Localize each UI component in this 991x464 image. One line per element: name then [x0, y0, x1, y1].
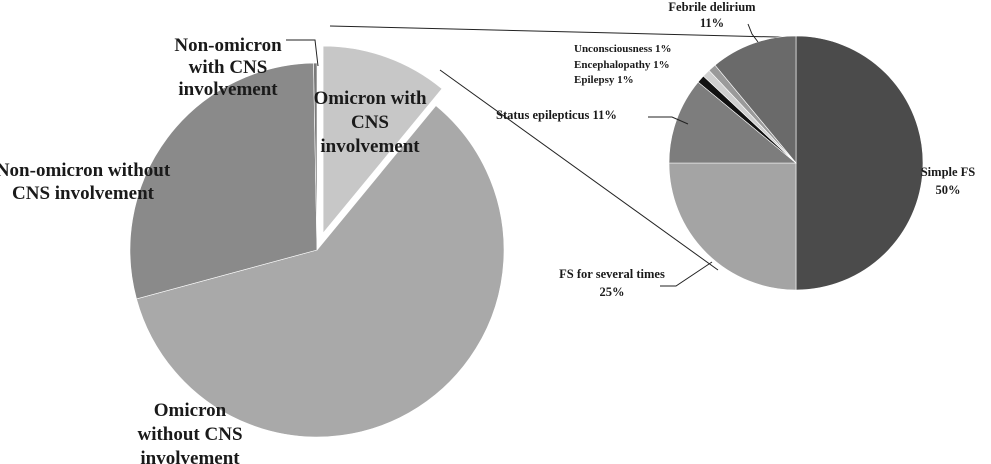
- main-slice-non-omicron-with-cns-involvement: [313, 62, 318, 251]
- detail-slice-status-epilepticus: [668, 81, 797, 164]
- label-non-omicron-without-cns: Non-omicron without CNS involvement: [0, 160, 171, 204]
- main-pie: [129, 45, 505, 438]
- detail-slice-simple-fs: [795, 35, 924, 291]
- main-slice-omicron-without-cns-involvement: [136, 105, 505, 438]
- label-fs-several-times: FS for several times 25%: [559, 267, 665, 299]
- label-febrile-delirium: Febrile delirium 11%: [668, 0, 756, 30]
- leader-febrile-delirium: [747, 23, 759, 43]
- label-omicron-with-cns: Omicron with CNS involvement: [313, 88, 427, 157]
- leader-non-omicron-with-cns: [286, 39, 319, 67]
- label-encephalopathy: Encephalopathy 1%: [574, 59, 670, 71]
- label-non-omicron-with-cns: Non-omicron with CNS involvement: [174, 35, 282, 100]
- connector-line-bottom: [439, 69, 719, 271]
- main-pie-labels: Omicron with CNS involvement Omicron without…: [0, 35, 427, 464]
- leader-fs-several-times: [660, 261, 713, 287]
- connector-line-top: [329, 25, 817, 39]
- detail-pie-labels: Simple FS 50% FS for several times 25% Statu…: [496, 0, 975, 299]
- connector-lines: [329, 25, 817, 271]
- leader-status-epilepticus: [648, 116, 689, 125]
- main-slice-non-omicron-without-cns-involvement: [129, 62, 318, 300]
- main-slice-omicron-with-cns-involvement: [322, 45, 443, 234]
- label-unconsciousness: Unconsciousness 1%: [574, 43, 672, 55]
- label-status-epilepticus: Status epilepticus 11%: [496, 108, 617, 122]
- label-omicron-without-cns: Omicron without CNS involvement: [137, 400, 242, 464]
- detail-slice-fs-for-several-times: [668, 162, 797, 291]
- label-simple-fs: Simple FS 50%: [921, 165, 976, 197]
- label-epilepsy: Epilepsy 1%: [574, 74, 634, 86]
- detail-pie: [668, 35, 924, 291]
- detail-slice-febrile-delirium: [714, 35, 797, 164]
